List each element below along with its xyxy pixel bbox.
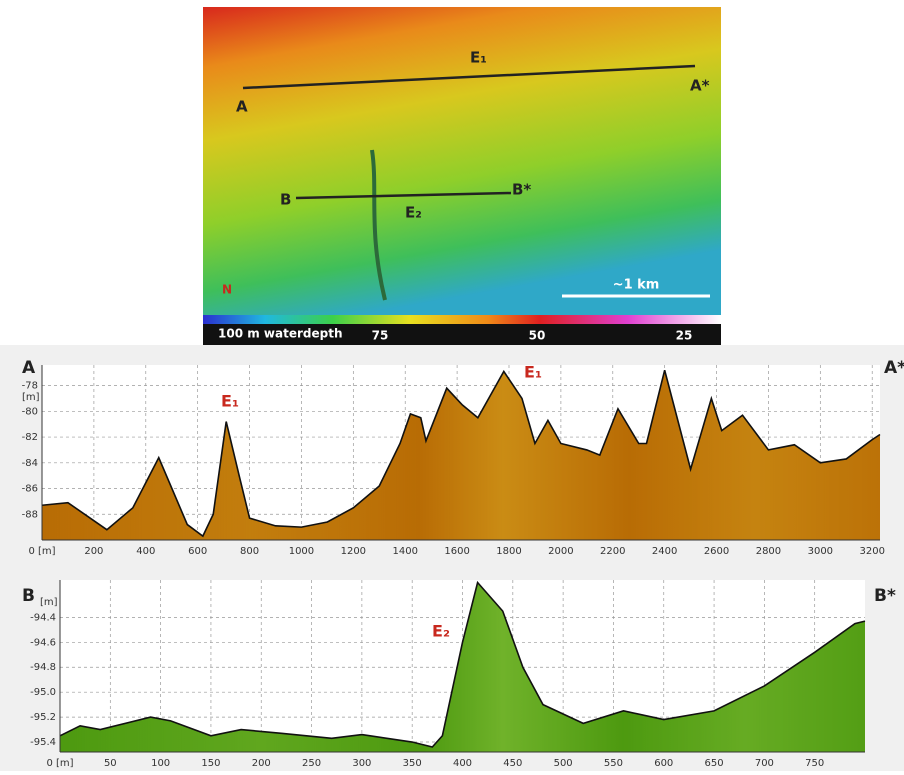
x-tick-label: 800 [240,546,259,557]
x-tick-label: 700 [755,758,774,769]
y-unit: [m] [22,392,40,403]
x-tick-label: 2200 [600,546,625,557]
x-tick-label: 300 [352,758,371,769]
annotation: E₂ [432,622,450,641]
annotation: E₁ [221,392,239,411]
x-tick-label: 1800 [496,546,521,557]
x-tick-label: 550 [604,758,623,769]
x-tick-label: 600 [188,546,207,557]
profile-label: B* [874,586,896,606]
figure: A A* E₁ B B* E₂ N ~1 km 100 m waterdepth… [0,0,904,771]
x-tick-label: 2000 [548,546,573,557]
x-tick-label: 1600 [444,546,469,557]
colorbar-tick: 75 [372,329,389,343]
x-tick-label: 350 [403,758,422,769]
colorbar-title: 100 m waterdepth [218,327,342,341]
y-tick-label: -78 [22,381,38,392]
x-tick-label: 750 [805,758,824,769]
x-tick-label: 200 [84,546,103,557]
x-tick-label: 650 [705,758,724,769]
x-tick-label: 100 [151,758,170,769]
y-tick-label: -94.8 [30,662,56,673]
north-arrow: N [222,283,232,297]
x-tick-label: 200 [252,758,271,769]
x-tick-label: 1400 [392,546,417,557]
map-label: A* [690,77,710,95]
y-tick-label: -95.4 [30,737,56,748]
x-tick-label: 450 [503,758,522,769]
y-tick-label: -86 [22,484,38,495]
x-tick-label: 400 [136,546,155,557]
y-tick-label: -82 [22,432,38,443]
y-tick-label: -95.0 [30,687,56,698]
x-tick-label: 3200 [859,546,884,557]
y-tick-label: -95.2 [30,712,56,723]
x-tick-label: 1200 [341,546,366,557]
y-tick-label: -94.6 [30,637,56,648]
colorbar-tick: 25 [676,329,693,343]
map: A A* E₁ B B* E₂ N ~1 km 100 m waterdepth… [203,7,721,345]
x-tick-label: 150 [201,758,220,769]
x-tick-label: 0 [m] [28,546,55,557]
y-unit: [m] [40,597,58,608]
profile-label: B [22,586,35,606]
profile-label: A* [884,358,904,378]
map-label: B* [512,181,531,199]
colorbar-tick: 50 [529,329,546,343]
map-label: B [280,191,291,209]
annotation: E₁ [524,363,542,382]
x-tick-label: 2400 [652,546,677,557]
y-tick-label: -88 [22,509,38,520]
x-tick-label: 2800 [756,546,781,557]
scale-label: ~1 km [613,278,660,293]
x-tick-label: 400 [453,758,472,769]
x-tick-label: 1000 [289,546,314,557]
profile-label: A [22,358,36,378]
map-label: E₂ [405,204,422,222]
y-tick-label: -80 [22,406,38,417]
x-tick-label: 50 [104,758,117,769]
y-tick-label: -84 [22,458,38,469]
x-tick-label: 250 [302,758,321,769]
x-tick-label: 600 [654,758,673,769]
y-tick-label: -94.4 [30,612,56,623]
bathymetry-map [203,7,721,315]
x-tick-label: 2600 [704,546,729,557]
x-tick-label: 3000 [808,546,833,557]
colorbar [203,315,721,324]
map-label: E₁ [470,49,487,67]
x-tick-label: 500 [554,758,573,769]
x-tick-label: 0 [m] [46,758,73,769]
map-label: A [236,98,248,116]
